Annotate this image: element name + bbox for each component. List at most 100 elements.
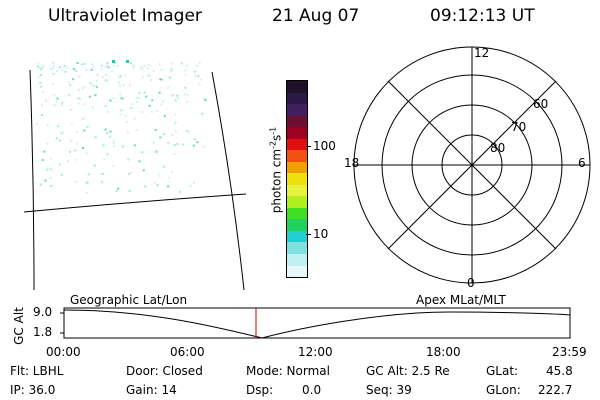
emission-dot xyxy=(182,143,185,146)
emission-dot xyxy=(66,66,69,69)
emission-dot xyxy=(170,67,173,70)
emission-dot xyxy=(122,84,125,87)
emission-dot xyxy=(147,67,149,70)
colorbar-tick-10: 10 xyxy=(313,227,329,241)
colorbar-segment xyxy=(287,196,307,208)
colorbar-segment xyxy=(287,207,307,220)
emission-dot xyxy=(198,83,201,86)
emission-dot xyxy=(161,100,164,103)
emission-dot xyxy=(179,190,182,193)
emission-dot xyxy=(180,62,183,65)
emission-dot xyxy=(129,62,132,65)
emission-dot xyxy=(115,190,118,192)
emission-dot xyxy=(104,73,107,76)
emission-dot xyxy=(129,84,131,87)
emission-dot xyxy=(72,68,75,70)
colorbar-tick-100: 100 xyxy=(313,139,336,153)
emission-dot xyxy=(151,99,154,102)
emission-dot xyxy=(160,103,163,106)
emission-dot xyxy=(52,67,54,70)
colorbar-tick-mark-10 xyxy=(306,234,311,235)
emission-dot xyxy=(163,114,166,117)
emission-dot xyxy=(112,64,115,67)
latitude-line xyxy=(23,193,247,213)
emission-dot xyxy=(173,144,176,147)
emission-dot xyxy=(67,160,70,163)
apex-mlat-mlt-label: Apex MLat/MLT xyxy=(416,293,506,307)
emission-dot xyxy=(81,87,84,90)
emission-dot xyxy=(167,86,170,89)
emission-dot xyxy=(158,91,161,94)
emission-dot xyxy=(58,66,61,69)
emission-dot xyxy=(130,107,133,109)
time-tick-1200: 12:00 xyxy=(298,345,333,359)
emission-dot xyxy=(141,67,144,70)
altitude-curve xyxy=(63,309,571,339)
time-tick-1800: 18:00 xyxy=(426,345,461,359)
altitude-ytick-high: 9.0 xyxy=(33,305,53,319)
longitude-line-left xyxy=(29,69,35,291)
emission-dot xyxy=(42,64,45,67)
emission-dot xyxy=(186,100,189,103)
emission-dot xyxy=(101,173,104,175)
colorbar-segment xyxy=(287,265,307,278)
emission-dot xyxy=(102,144,105,147)
emission-dot xyxy=(116,64,119,67)
emission-dot xyxy=(141,151,144,154)
emission-dot xyxy=(200,78,202,81)
emission-dot xyxy=(36,65,39,68)
colorbar-segment xyxy=(287,127,307,139)
emission-dot xyxy=(49,67,52,70)
emission-dot xyxy=(170,171,173,174)
emission-dot xyxy=(50,185,53,187)
emission-dot xyxy=(174,113,177,116)
longitude-line-right xyxy=(211,71,245,291)
emission-dot xyxy=(171,94,174,97)
emission-dot xyxy=(198,62,201,64)
emission-dot xyxy=(44,99,47,102)
instrument-title: Ultraviolet Imager xyxy=(48,6,202,26)
emission-dot xyxy=(46,124,49,127)
emission-dot xyxy=(112,142,115,145)
emission-dot xyxy=(121,97,124,100)
emission-dot xyxy=(121,145,124,148)
geographic-latlon-label: Geographic Lat/Lon xyxy=(70,293,188,307)
emission-dot xyxy=(120,109,123,112)
emission-dot xyxy=(154,128,157,131)
altitude-plot-frame xyxy=(63,307,571,339)
emission-dot xyxy=(103,79,106,82)
emission-dot xyxy=(127,158,130,161)
emission-dot xyxy=(174,121,177,124)
emission-dot xyxy=(76,142,79,145)
colorbar-segment xyxy=(287,219,307,231)
mlat-label-70: 70 xyxy=(511,120,527,134)
emission-dot xyxy=(53,93,56,96)
emission-dot xyxy=(68,94,71,97)
emission-dot xyxy=(148,104,151,107)
emission-dot xyxy=(41,114,43,116)
emission-dot xyxy=(61,101,64,104)
emission-dot xyxy=(170,62,173,65)
emission-dot xyxy=(135,97,138,100)
mode-status: Mode: Normal xyxy=(246,364,330,378)
emission-dot xyxy=(197,75,200,78)
glon-label: GLon: xyxy=(486,383,521,397)
emission-dot xyxy=(203,97,206,100)
emission-dot xyxy=(174,99,177,102)
emission-dot xyxy=(95,85,98,88)
emission-dot xyxy=(92,84,95,87)
emission-dot xyxy=(158,175,161,177)
colorbar-segment xyxy=(287,230,307,243)
emission-dot xyxy=(38,67,41,69)
glon-value: 222.7 xyxy=(538,383,573,397)
colorbar-segment xyxy=(287,81,307,93)
emission-dot xyxy=(106,62,109,65)
glat-value: 45.8 xyxy=(546,364,573,378)
emission-dot xyxy=(133,117,136,120)
emission-dot xyxy=(42,90,44,93)
emission-dot xyxy=(106,132,109,135)
emission-dot xyxy=(60,104,63,107)
emission-dot xyxy=(112,139,115,142)
emission-dot xyxy=(60,173,63,176)
emission-dot xyxy=(173,153,176,156)
